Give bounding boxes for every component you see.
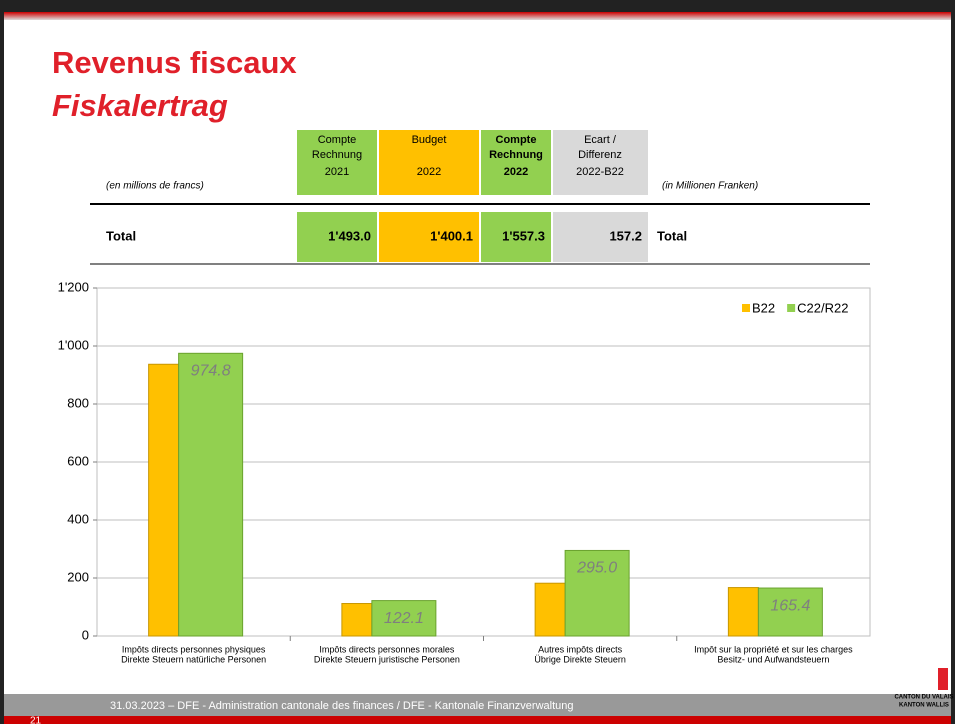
x-tick-label: Besitz- und Aufwandsteuern [717, 654, 829, 664]
logo: KANTON WALLIS [899, 703, 949, 709]
cell-bg [481, 130, 551, 195]
footer-band [4, 716, 951, 724]
top-band [0, 12, 955, 20]
cell-bg [297, 130, 377, 195]
bar [178, 352, 244, 637]
cell-bg [297, 212, 377, 262]
row-label: Total [657, 228, 687, 243]
col-header: 2022 [417, 166, 441, 178]
value-label: 122.1 [384, 610, 424, 627]
legend-label: B22 [752, 300, 775, 315]
col-header: Budget [412, 134, 447, 146]
col-header: Compte [318, 134, 357, 146]
col-header: 2021 [325, 166, 349, 178]
y-tick-label: 200 [67, 569, 89, 584]
logo: CANTON DU VALAIS [894, 695, 953, 701]
cell-bg [553, 212, 648, 262]
col-header: 2022 [504, 166, 528, 178]
value-label: 974.8 [191, 363, 231, 380]
cell: 1'400.1 [430, 228, 473, 243]
bar [564, 549, 630, 637]
top-border [0, 0, 955, 12]
page-number: 21 [30, 716, 42, 724]
col-header: Rechnung [312, 149, 362, 161]
bar [757, 587, 823, 637]
cell-bg [379, 130, 479, 195]
cell-bg [379, 212, 479, 262]
cell: 1'493.0 [328, 228, 371, 243]
left-border [0, 0, 4, 724]
bar [534, 582, 566, 637]
x-tick-label: Impôt sur la propriété et sur les charge… [694, 644, 853, 654]
note: (in Millionen Franken) [662, 181, 758, 192]
x-tick-label: Übrige Direkte Steuern [534, 654, 626, 664]
col-header: Ecart / [584, 134, 617, 146]
value-label: 295.0 [576, 560, 617, 577]
bar [148, 363, 180, 637]
col-header: 2022-B22 [576, 166, 624, 178]
bar [371, 600, 437, 637]
logo-shield [938, 668, 948, 690]
col-header: Rechnung [489, 149, 543, 161]
y-tick-label: 1'000 [58, 337, 89, 352]
note: (en millions de francs) [106, 181, 204, 192]
cell: 157.2 [609, 228, 642, 243]
legend-swatch [787, 304, 796, 312]
y-tick-label: 400 [67, 511, 89, 526]
title: Revenus fiscaux [52, 45, 297, 80]
legend-swatch [742, 304, 750, 312]
right-border [951, 0, 955, 724]
x-tick-label: Impôts directs personnes physiques [122, 644, 266, 654]
cell: 1'557.3 [502, 228, 545, 243]
col-header: Differenz [578, 149, 622, 161]
cell-bg [481, 212, 551, 262]
legend-label: C22/R22 [797, 300, 848, 315]
y-tick-label: 1'200 [58, 279, 89, 294]
col-header: Compte [496, 134, 537, 146]
x-tick-label: Direkte Steuern juristische Personen [314, 654, 460, 664]
bar [727, 587, 759, 637]
row-label: Total [106, 228, 136, 243]
y-tick-label: 800 [67, 395, 89, 410]
x-tick-label: Direkte Steuern natürliche Personen [121, 654, 266, 664]
x-tick-label: Autres impôts directs [538, 644, 623, 654]
value-label: 165.4 [770, 597, 810, 614]
subtitle: Fiskalertrag [52, 88, 228, 123]
y-tick-label: 600 [67, 453, 89, 468]
y-tick-label: 0 [82, 627, 89, 642]
x-tick-label: Impôts directs personnes morales [319, 644, 455, 654]
footer-bar [4, 694, 951, 716]
bar [341, 603, 373, 637]
cell-bg [553, 130, 648, 195]
footer-text: 31.03.2023 – DFE - Administration canton… [110, 700, 573, 712]
